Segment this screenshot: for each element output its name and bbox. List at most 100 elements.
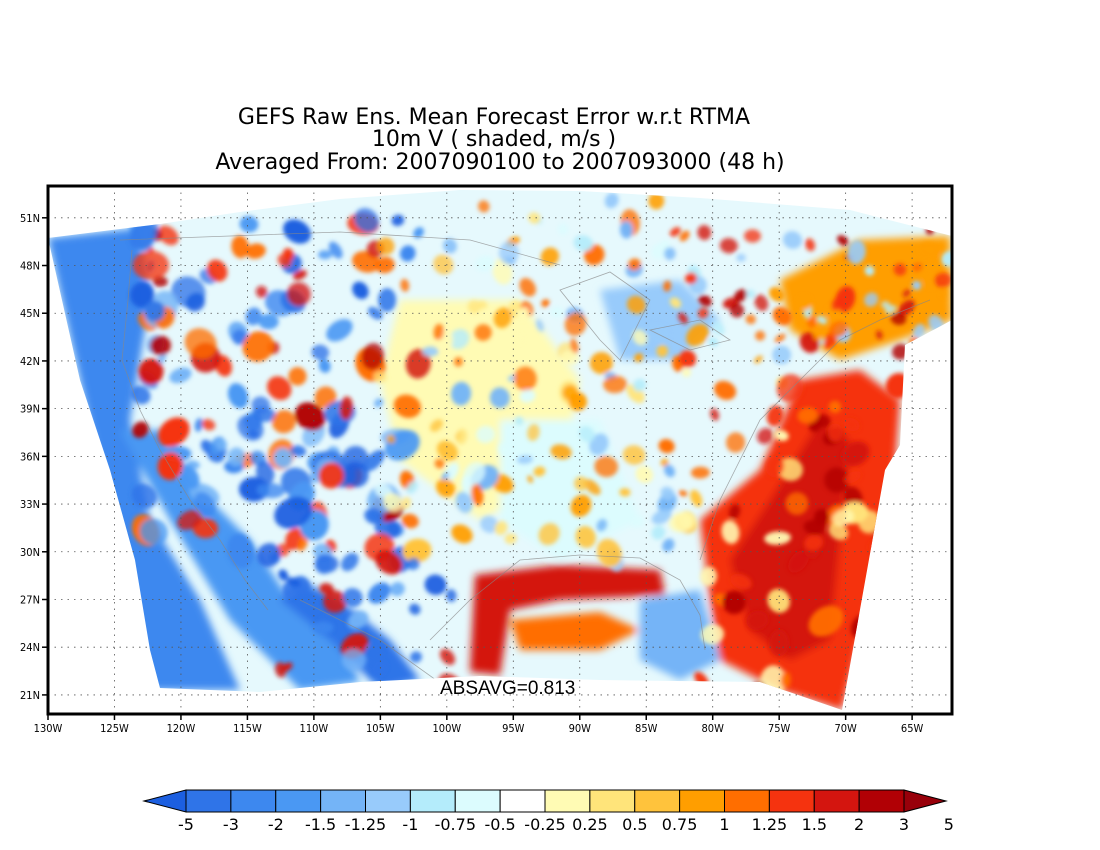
anomaly-blob bbox=[347, 610, 369, 630]
lon-tick-label: 75W bbox=[768, 722, 791, 735]
anomaly-blob bbox=[143, 300, 165, 322]
anomaly-blob bbox=[604, 192, 619, 209]
colorbar-swatch bbox=[858, 789, 905, 813]
anomaly-blob bbox=[804, 534, 824, 551]
anomaly-blob bbox=[341, 649, 367, 672]
anomaly-blob bbox=[130, 385, 151, 405]
grid-lines bbox=[48, 186, 952, 714]
colorbar-label: 0.75 bbox=[662, 815, 698, 834]
anomaly-blob bbox=[816, 414, 831, 428]
anomaly-blob bbox=[697, 307, 709, 319]
colorbar-label: 1.5 bbox=[802, 815, 827, 834]
anomaly-blob bbox=[919, 241, 940, 259]
anomaly-blob bbox=[648, 192, 665, 210]
anomaly-blob bbox=[841, 441, 870, 467]
anomaly-blob bbox=[541, 299, 550, 307]
anomaly-blob bbox=[405, 348, 431, 379]
anomaly-blob bbox=[475, 255, 496, 272]
anomaly-blob bbox=[535, 319, 544, 332]
colorbar-swatch bbox=[499, 789, 546, 813]
anomaly-blob bbox=[369, 659, 387, 677]
lon-tick-label: 130W bbox=[34, 722, 63, 735]
anomaly-blob bbox=[719, 238, 738, 254]
lat-tick-label: 36N bbox=[20, 450, 40, 463]
anomaly-blob bbox=[441, 472, 449, 480]
anomaly-blob bbox=[245, 307, 262, 326]
gulf-positive-band bbox=[470, 565, 665, 675]
anomaly-blob bbox=[273, 448, 293, 468]
anomaly-blob bbox=[664, 464, 675, 478]
anomaly-blob bbox=[314, 554, 334, 575]
anomaly-blob bbox=[669, 297, 682, 309]
anomaly-blob bbox=[319, 583, 334, 595]
anomaly-blob bbox=[828, 400, 842, 414]
anomaly-blob bbox=[788, 550, 809, 573]
anomaly-blob bbox=[774, 333, 786, 343]
anomaly-blob bbox=[940, 287, 947, 298]
anomaly-blob bbox=[150, 335, 171, 356]
anomaly-blob bbox=[374, 398, 384, 408]
anomaly-blob bbox=[237, 414, 264, 441]
anomaly-blob bbox=[517, 455, 533, 464]
anomaly-blob bbox=[318, 250, 332, 260]
anomaly-blob bbox=[492, 258, 513, 285]
anomaly-blob bbox=[463, 462, 486, 486]
anomaly-blob bbox=[772, 345, 792, 365]
anomaly-blob bbox=[400, 245, 416, 262]
anomaly-blob bbox=[831, 296, 844, 311]
anomaly-blob bbox=[698, 294, 712, 307]
anomaly-blob bbox=[255, 461, 275, 485]
absavg-annotation: ABSAVG=0.813 bbox=[440, 678, 575, 699]
anomaly-blob bbox=[574, 476, 588, 491]
anomaly-blob bbox=[326, 319, 353, 342]
anomaly-blob bbox=[596, 538, 622, 568]
anomaly-blob bbox=[489, 387, 510, 409]
anomaly-blob bbox=[169, 367, 192, 384]
anomaly-blob bbox=[186, 293, 205, 312]
anomaly-blob bbox=[430, 419, 443, 432]
colorbar-swatch bbox=[589, 789, 636, 813]
anomaly-blob bbox=[342, 588, 363, 607]
colorbar-label: 0.25 bbox=[572, 815, 608, 834]
anomaly-blob bbox=[275, 662, 287, 678]
lon-tick-label: 70W bbox=[834, 722, 857, 735]
colorbar-label: 2 bbox=[854, 815, 864, 834]
anomaly-blob bbox=[258, 313, 279, 330]
anomaly-blob bbox=[583, 479, 601, 495]
colorbar-label: 5 bbox=[944, 815, 954, 834]
anomaly-blob bbox=[568, 392, 587, 411]
colorbar-swatch bbox=[275, 789, 322, 813]
anomaly-blob bbox=[242, 331, 274, 362]
colorbar-swatch bbox=[544, 789, 591, 813]
title-line-2: 10m V ( shaded, m/s ) bbox=[372, 127, 616, 152]
anomaly-blob bbox=[780, 671, 791, 689]
anomaly-blob bbox=[453, 357, 464, 367]
colorbar-swatch bbox=[679, 789, 726, 813]
anomaly-blob bbox=[177, 464, 200, 490]
colorbar-swatch bbox=[230, 789, 277, 813]
anomaly-blob bbox=[893, 263, 907, 276]
anomaly-blob bbox=[816, 315, 828, 325]
anomaly-blob bbox=[635, 465, 654, 484]
anomaly-blob bbox=[560, 350, 580, 366]
anomaly-blob bbox=[619, 488, 631, 497]
anomaly-blob bbox=[255, 285, 268, 298]
anomaly-blob bbox=[256, 482, 285, 499]
anomaly-blob bbox=[267, 376, 292, 401]
anomaly-blob bbox=[864, 292, 879, 307]
anomaly-blob bbox=[139, 518, 168, 546]
lon-tick-label: 125W bbox=[100, 722, 129, 735]
anomaly-blob bbox=[504, 533, 517, 545]
anomaly-blob bbox=[647, 322, 670, 343]
anomaly-blob bbox=[622, 445, 646, 465]
anomaly-blob bbox=[619, 221, 633, 239]
lon-tick-label: 110W bbox=[300, 722, 329, 735]
anomaly-blob bbox=[725, 432, 746, 453]
anomaly-blob bbox=[390, 582, 405, 597]
anomaly-blob bbox=[573, 235, 593, 252]
anomaly-blob bbox=[785, 492, 809, 515]
anomaly-blob bbox=[812, 328, 823, 341]
anomaly-blob bbox=[660, 458, 669, 467]
colorbar-swatch bbox=[409, 789, 456, 813]
anomaly-blob bbox=[227, 447, 246, 467]
